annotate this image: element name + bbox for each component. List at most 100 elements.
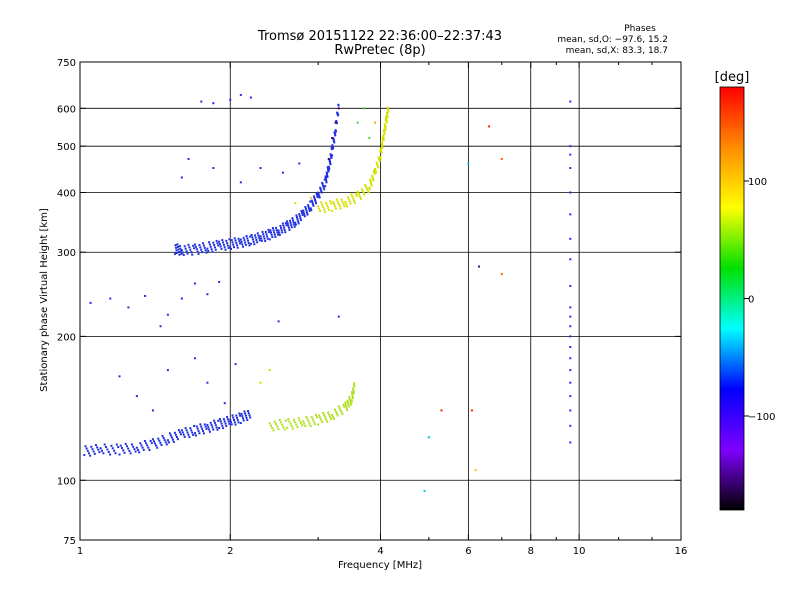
trace-point: [338, 407, 341, 410]
trace-point: [188, 246, 191, 249]
trace-point: [274, 235, 277, 238]
trace-point: [166, 439, 169, 442]
trace-point: [211, 426, 214, 429]
trace-point: [227, 247, 230, 250]
trace-point: [337, 114, 340, 117]
trace-point: [195, 248, 198, 251]
trace-point: [235, 414, 238, 417]
trace-point: [238, 240, 241, 243]
trace-point: [298, 215, 301, 218]
trace-point: [291, 217, 294, 220]
scatter-point: [218, 280, 221, 283]
trace-point: [205, 251, 208, 254]
trace-point: [348, 200, 351, 203]
scatter-point: [309, 196, 312, 199]
trace-point: [327, 167, 330, 170]
trace-point: [332, 137, 335, 140]
trace-point: [310, 209, 313, 212]
trace-point: [218, 240, 221, 243]
trace-point: [326, 175, 329, 178]
trace-point: [348, 397, 351, 400]
trace-point: [140, 444, 143, 447]
trace-point: [334, 133, 337, 136]
trace-point: [125, 445, 128, 448]
trace-point: [301, 213, 304, 216]
trace-point: [248, 244, 251, 247]
trace-point: [340, 198, 343, 201]
trace-point: [198, 244, 201, 247]
trace-point: [331, 146, 334, 149]
trace-point: [206, 247, 209, 250]
scatter-point: [298, 162, 301, 165]
trace-point: [208, 241, 211, 244]
trace-point: [295, 214, 298, 217]
trace-point: [320, 201, 323, 204]
trace-point: [239, 238, 242, 241]
trace-point: [350, 399, 353, 402]
scatter-point: [427, 436, 430, 439]
trace-point: [117, 445, 120, 448]
trace-point: [132, 445, 135, 448]
scatter-point: [569, 369, 572, 372]
scatter-point: [89, 301, 92, 304]
scatter-point: [477, 265, 480, 268]
trace-point: [369, 179, 372, 182]
trace-point: [160, 443, 163, 446]
trace-point: [102, 452, 105, 455]
trace-point: [221, 239, 224, 242]
trace-point: [280, 229, 283, 232]
trace-point: [358, 194, 361, 197]
trace-point: [335, 198, 338, 201]
trace-point: [224, 248, 227, 251]
trace-point: [321, 203, 324, 206]
trace-point: [232, 416, 235, 419]
trace-point: [323, 414, 326, 417]
trace-point: [381, 146, 384, 149]
trace-point: [324, 178, 327, 181]
scatter-point: [151, 409, 154, 412]
trace-point: [312, 195, 315, 198]
trace-point: [220, 247, 223, 250]
trace-point: [316, 416, 319, 419]
trace-point: [368, 188, 371, 191]
trace-point: [137, 448, 140, 451]
trace-point: [233, 421, 236, 424]
scatter-point: [569, 191, 572, 194]
trace-point: [321, 420, 324, 423]
scatter-point: [423, 489, 426, 492]
trace-point: [168, 432, 171, 435]
trace-point: [193, 247, 196, 250]
trace-point: [235, 241, 238, 244]
trace-point: [325, 181, 328, 184]
scatter-point: [569, 441, 572, 444]
trace-point: [273, 231, 276, 234]
scatter-point: [229, 98, 232, 101]
trace-point: [266, 237, 269, 240]
trace-point: [300, 209, 303, 212]
scatter-point: [337, 315, 340, 318]
trace-point: [333, 417, 336, 420]
trace-point: [318, 194, 321, 197]
trace-point: [291, 427, 294, 430]
trace-point: [382, 137, 385, 140]
trace-point: [87, 452, 90, 455]
trace-point: [383, 131, 386, 134]
scatter-point: [374, 121, 377, 124]
trace-point: [234, 239, 237, 242]
trace-point: [240, 240, 243, 243]
trace-point: [210, 424, 213, 427]
trace-point: [124, 442, 127, 445]
trace-point: [330, 418, 333, 421]
trace-point: [303, 422, 306, 425]
trace-point: [351, 397, 354, 400]
trace-point: [290, 425, 293, 428]
trace-point: [174, 244, 177, 247]
trace-point: [190, 429, 193, 432]
trace-point: [313, 422, 316, 425]
trace-point: [110, 444, 113, 447]
trace-point: [320, 191, 323, 194]
trace-point: [352, 388, 355, 391]
y-tick-label: 500: [57, 142, 76, 153]
trace-point: [226, 416, 229, 419]
